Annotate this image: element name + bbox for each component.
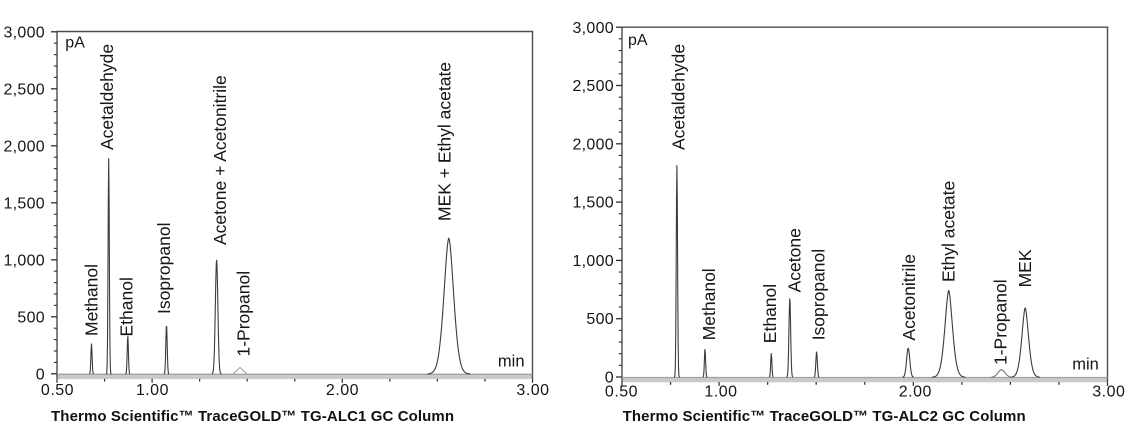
svg-text:min: min — [1072, 356, 1099, 374]
svg-text:3,000: 3,000 — [3, 24, 45, 41]
svg-text:3,000: 3,000 — [572, 20, 614, 37]
svg-text:MEK: MEK — [1015, 249, 1035, 287]
svg-text:1-Propanol: 1-Propanol — [990, 279, 1010, 365]
svg-text:Isopropanol: Isopropanol — [808, 249, 828, 340]
svg-text:Acetone: Acetone — [784, 228, 804, 292]
svg-text:3.00: 3.00 — [516, 382, 549, 399]
svg-text:Acetonitrile: Acetonitrile — [899, 254, 919, 341]
svg-text:1,500: 1,500 — [3, 195, 45, 212]
svg-text:Ethanol: Ethanol — [117, 277, 137, 336]
svg-text:500: 500 — [17, 309, 45, 326]
svg-text:1-Propanol: 1-Propanol — [234, 271, 254, 357]
svg-text:1,000: 1,000 — [3, 252, 45, 269]
svg-text:Acetone + Acetonitrile: Acetone + Acetonitrile — [210, 75, 230, 245]
svg-text:pA: pA — [628, 32, 648, 49]
svg-text:2,000: 2,000 — [572, 136, 614, 153]
svg-text:0: 0 — [36, 366, 45, 383]
svg-text:2,000: 2,000 — [3, 138, 45, 155]
svg-text:3.00: 3.00 — [1092, 384, 1125, 401]
svg-text:2.00: 2.00 — [899, 384, 932, 401]
svg-text:Thermo Scientific™ TraceGOLD™: Thermo Scientific™ TraceGOLD™ TG-ALC1 GC… — [51, 408, 454, 425]
svg-text:1,500: 1,500 — [572, 195, 614, 212]
svg-text:MEK + Ethyl acetate: MEK + Ethyl acetate — [435, 62, 455, 221]
svg-text:2.00: 2.00 — [326, 382, 359, 399]
svg-text:0: 0 — [605, 369, 614, 386]
svg-text:1,000: 1,000 — [572, 253, 614, 270]
svg-text:1.00: 1.00 — [704, 384, 737, 401]
svg-text:Isopropanol: Isopropanol — [154, 223, 174, 314]
svg-text:Acetaldehyde: Acetaldehyde — [669, 44, 689, 150]
svg-text:Methanol: Methanol — [699, 268, 719, 340]
svg-text:2,500: 2,500 — [3, 81, 45, 98]
svg-text:Methanol: Methanol — [81, 264, 101, 336]
svg-text:pA: pA — [65, 35, 85, 52]
svg-text:1.00: 1.00 — [136, 382, 169, 399]
svg-text:min: min — [498, 353, 525, 371]
svg-text:Acetaldehyde: Acetaldehyde — [97, 44, 117, 150]
svg-text:500: 500 — [586, 311, 614, 328]
svg-text:0.50: 0.50 — [605, 384, 638, 401]
svg-text:2,500: 2,500 — [572, 78, 614, 95]
svg-text:Ethyl acetate: Ethyl acetate — [938, 181, 958, 282]
svg-text:Ethanol: Ethanol — [760, 284, 780, 343]
svg-text:0.50: 0.50 — [41, 382, 74, 399]
svg-text:Thermo Scientific™ TraceGOLD™: Thermo Scientific™ TraceGOLD™ TG-ALC2 GC… — [623, 408, 1026, 425]
